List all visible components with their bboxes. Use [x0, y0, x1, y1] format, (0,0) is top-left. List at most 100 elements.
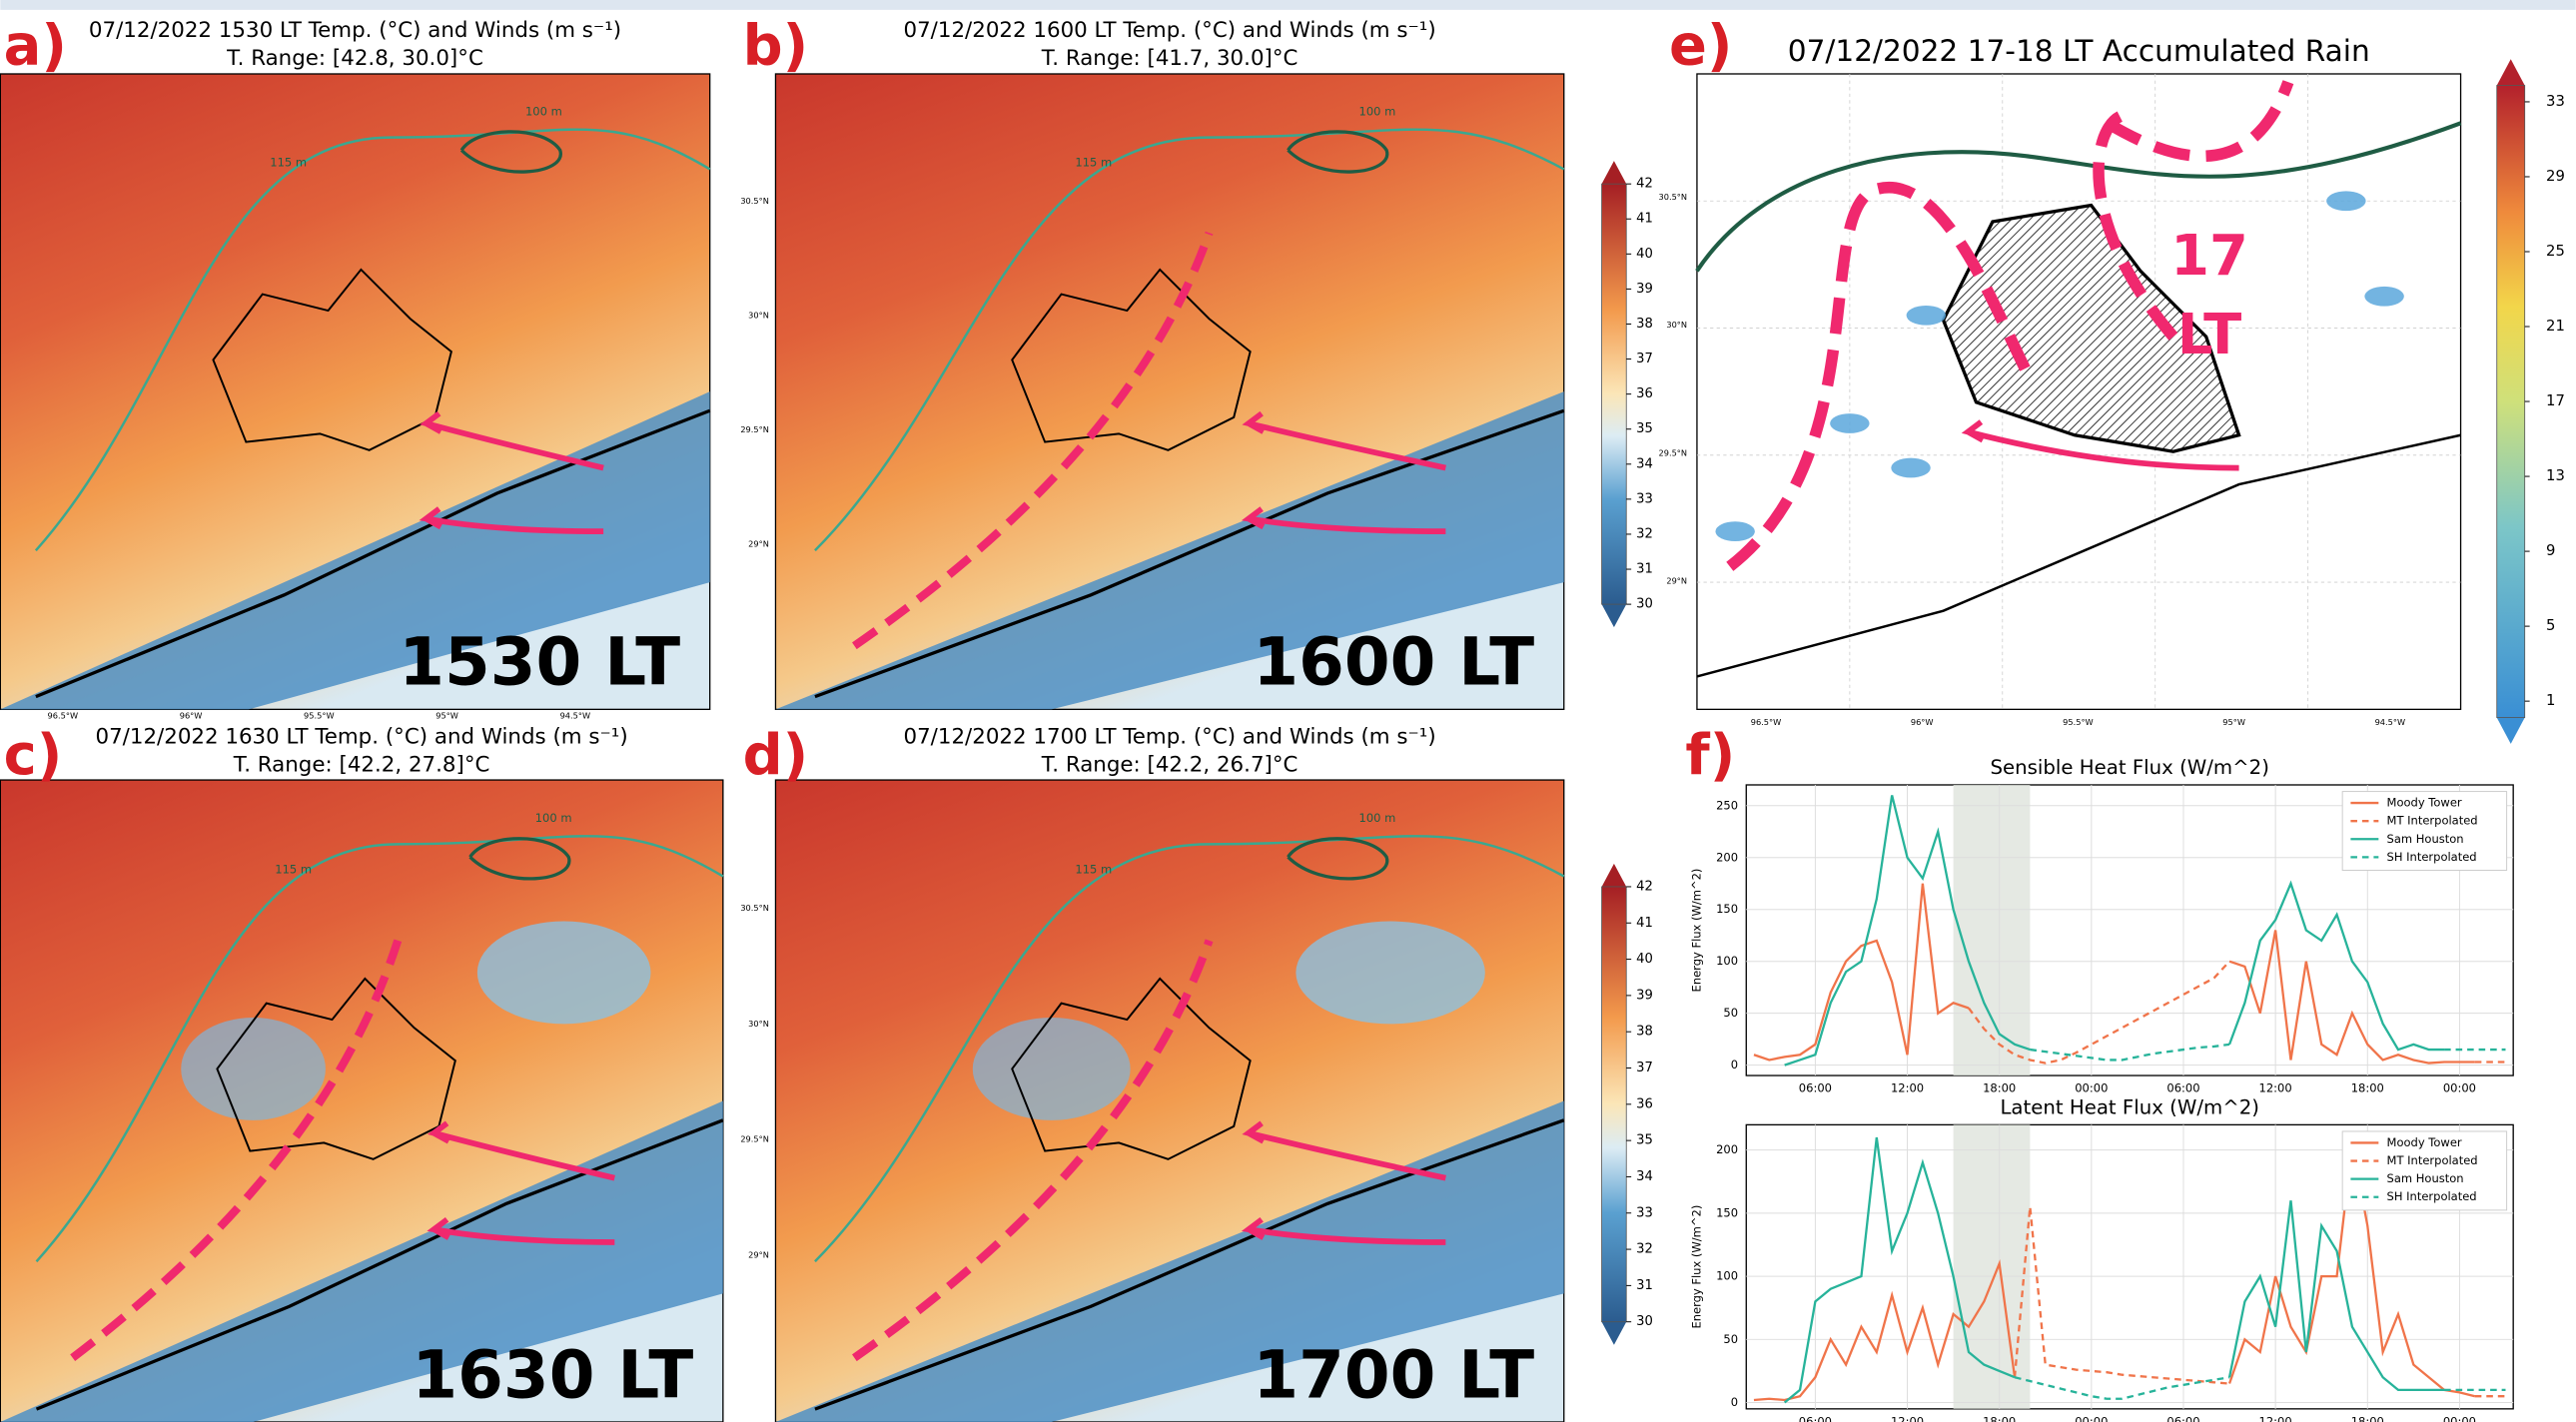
- panel-title: 07/12/2022 1530 LT Temp. (°C) and Winds …: [89, 18, 621, 43]
- urban-outline: [212, 268, 452, 451]
- colorbar-tick-label: 34: [1636, 1169, 1653, 1184]
- shaded-period: [1953, 784, 2031, 1076]
- x-tick-label: 18:00: [2351, 1081, 2384, 1095]
- elevation-contour: [1695, 121, 2462, 273]
- colorbar-tick-label: 39: [1636, 988, 1653, 1003]
- flow-arrow: [1241, 1216, 1446, 1245]
- colorbar-tick-label: 33: [1636, 491, 1653, 506]
- chart-title: Sensible Heat Flux (W/m^2): [1991, 756, 2269, 779]
- lon-label: 95°W: [435, 710, 458, 720]
- contour-label: 115 m: [1075, 156, 1112, 170]
- legend-label: Sam Houston: [2387, 1171, 2464, 1185]
- series-line: [2014, 1376, 2230, 1400]
- panel-label: d): [743, 723, 809, 788]
- lat-label: 29.5°N: [740, 1134, 769, 1144]
- lon-label: 96°W: [180, 710, 203, 720]
- y-tick-label: 50: [1723, 1332, 1738, 1346]
- elevation-contour: [1287, 837, 1389, 881]
- y-tick-label: 100: [1716, 1269, 1738, 1283]
- elevation-contour: [814, 835, 1565, 1263]
- colorbar-extension: [2496, 59, 2525, 86]
- elevation-contour: [814, 128, 1565, 552]
- colorbar: [1601, 886, 1627, 1323]
- flow-arrow: [1961, 419, 2239, 471]
- time-label: 1630 LT: [412, 1336, 693, 1413]
- colorbar-tick-label: 42: [1636, 879, 1653, 894]
- x-tick-label: 00:00: [2075, 1415, 2108, 1422]
- colorbar-tick-label: 37: [1636, 352, 1653, 366]
- lat-label: 30°N: [748, 1019, 769, 1029]
- chart-title: Latent Heat Flux (W/m^2): [2000, 1095, 2259, 1118]
- panel-label: f): [1685, 723, 1735, 788]
- elevation-contour: [468, 837, 571, 881]
- x-tick-label: 00:00: [2443, 1415, 2476, 1422]
- flow-arrow: [420, 410, 604, 471]
- colorbar-tick-label: 1: [2546, 692, 2555, 709]
- contour-label: 100 m: [525, 105, 562, 119]
- colorbar-tick-label: 25: [2546, 243, 2565, 260]
- series-line: [1968, 960, 2230, 1065]
- colorbar-tick-label: 42: [1636, 177, 1653, 192]
- rain-annotation: LT: [2177, 303, 2242, 367]
- panel-subtitle: T. Range: [42.8, 30.0]°C: [226, 46, 483, 71]
- y-tick-label: 50: [1723, 1006, 1738, 1020]
- y-axis-label: Energy Flux (W/m^2): [1689, 869, 1703, 993]
- x-tick-label: 06:00: [1799, 1415, 1832, 1422]
- panel-title: 07/12/2022 1700 LT Temp. (°C) and Winds …: [904, 724, 1436, 749]
- colorbar-tick-label: 17: [2546, 392, 2565, 409]
- colorbar-tick-label: 41: [1636, 916, 1653, 931]
- lat-label: 29°N: [748, 538, 769, 548]
- x-tick-label: 18:00: [2351, 1415, 2384, 1422]
- lon-label: 94.5°W: [560, 710, 591, 720]
- colorbar-tick-label: 40: [1636, 247, 1653, 262]
- top-band: [0, 0, 2576, 10]
- lat-label: 29°N: [1666, 576, 1687, 586]
- flow-arrow: [1242, 1120, 1446, 1181]
- colorbar-tick-label: 32: [1636, 526, 1653, 541]
- rain-cell: [1715, 521, 1755, 542]
- colorbar-tick-label: 30: [1636, 1314, 1653, 1329]
- time-label: 1700 LT: [1253, 1336, 1534, 1413]
- flow-boundary: [70, 939, 403, 1361]
- colorbar-tick-label: 35: [1636, 1133, 1653, 1148]
- colorbar-extension: [1601, 863, 1627, 887]
- panel-title: 07/12/2022 17-18 LT Accumulated Rain: [1788, 34, 2370, 68]
- flow-arrow: [427, 1216, 615, 1245]
- legend-label: Moody Tower: [2387, 1135, 2462, 1149]
- colorbar-tick-label: 38: [1636, 1025, 1653, 1040]
- rain-cell: [1906, 305, 1947, 326]
- urban-area: [1941, 203, 2241, 453]
- flow-arrow: [1241, 506, 1446, 535]
- lat-label: 30.5°N: [740, 196, 769, 206]
- colorbar-tick-label: 5: [2546, 617, 2555, 634]
- lat-label: 30.5°N: [740, 903, 769, 913]
- contour-label: 100 m: [1359, 811, 1396, 825]
- y-tick-label: 200: [1716, 850, 1738, 864]
- cool-patch: [181, 1017, 326, 1120]
- elevation-contour: [459, 130, 562, 174]
- elevation-contour: [35, 835, 724, 1263]
- y-tick-label: 150: [1716, 1205, 1738, 1219]
- colorbar-extension: [1601, 1321, 1627, 1345]
- colorbar-extension: [1601, 161, 1627, 185]
- flow-boundary: [852, 231, 1214, 650]
- colorbar-tick-label: 32: [1636, 1242, 1653, 1257]
- lat-label: 30°N: [748, 310, 769, 320]
- x-tick-label: 12:00: [1891, 1081, 1924, 1095]
- x-tick-label: 18:00: [1983, 1081, 2016, 1095]
- panel-label: a): [4, 13, 67, 78]
- lon-label: 96°W: [1911, 717, 1934, 727]
- series-line: [2228, 930, 2475, 1065]
- colorbar-tick-label: 34: [1636, 456, 1653, 471]
- time-label: 1600 LT: [1253, 624, 1534, 701]
- y-tick-label: 100: [1716, 954, 1738, 968]
- lon-label: 95°W: [2222, 717, 2245, 727]
- colorbar-tick-label: 36: [1636, 1096, 1653, 1111]
- colorbar-tick-label: 33: [1636, 1205, 1653, 1220]
- gulf-cool-band: [0, 391, 710, 710]
- series-line: [1753, 1258, 2017, 1402]
- time-label: 1530 LT: [399, 624, 680, 701]
- y-tick-label: 150: [1716, 902, 1738, 916]
